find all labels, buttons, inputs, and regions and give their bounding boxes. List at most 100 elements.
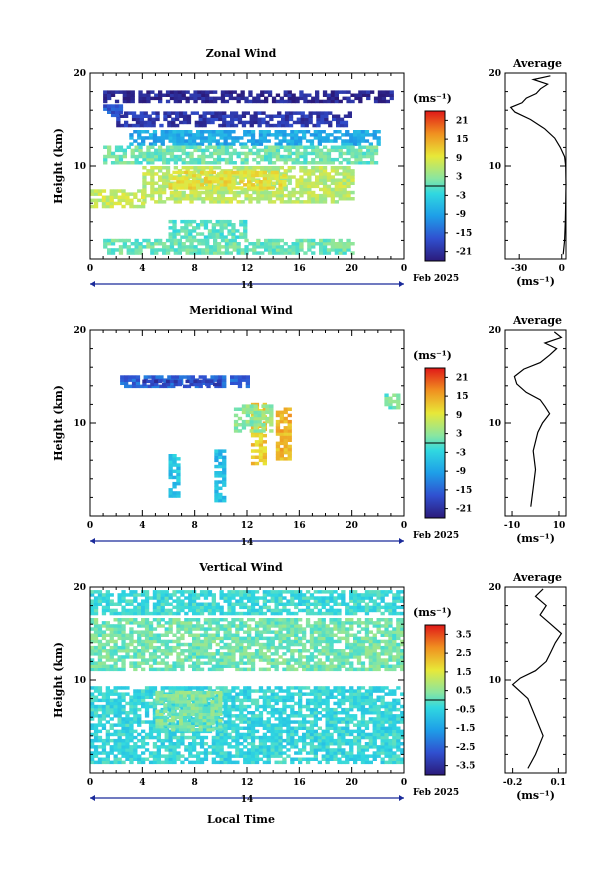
heatmap-cell-4 — [228, 145, 233, 149]
heatmap-cell-0 — [329, 658, 334, 662]
heatmap-cell-1 — [97, 602, 103, 606]
heatmap-cell-2 — [113, 754, 118, 758]
heatmap-cell-5 — [350, 178, 355, 182]
heatmap-cell-6 — [254, 170, 260, 175]
heatmap-cell-5 — [158, 193, 163, 198]
heatmap-cell-1 — [144, 605, 150, 610]
heatmap-cell-6 — [253, 413, 258, 418]
heatmap-cell-2 — [168, 738, 173, 743]
heatmap-cell-2 — [243, 757, 248, 761]
heatmap-cell-3 — [279, 438, 284, 442]
heatmap-cell-0 — [192, 667, 197, 672]
heatmap-cell-5 — [177, 193, 182, 198]
heatmap-cell-2 — [286, 723, 291, 727]
heatmap-cell-0 — [192, 652, 197, 656]
heatmap-cell-4 — [107, 151, 112, 156]
heatmap-cell-3 — [168, 139, 173, 143]
heatmap-cell-4 — [107, 145, 112, 149]
heatmap-cell-3 — [262, 136, 267, 140]
heatmap-cell-4 — [193, 157, 198, 162]
heatmap-cell-1 — [274, 593, 279, 597]
heatmap-cell-0 — [101, 649, 107, 653]
heatmap-cell-5 — [307, 193, 312, 198]
heatmap-cell-2 — [121, 738, 126, 743]
heatmap-cell-6 — [254, 186, 260, 190]
heatmap-cell-0 — [93, 649, 99, 653]
heatmap-cell-2 — [368, 738, 373, 743]
heatmap-cell-0 — [196, 621, 201, 625]
heatmap-cell-0 — [169, 90, 175, 94]
heatmap-cell-1 — [150, 382, 155, 387]
heatmap-cell-1 — [349, 599, 354, 603]
heatmap-cell-4 — [346, 151, 351, 156]
heatmap-cell-2 — [125, 742, 130, 746]
heatmap-cell-2 — [172, 748, 177, 752]
heatmap-cell-9 — [134, 238, 139, 243]
heatmap-cell-2 — [380, 760, 385, 765]
heatmap-cell-0 — [388, 645, 393, 650]
heatmap-cell-0 — [349, 661, 354, 665]
heatmap-cell-1 — [286, 590, 291, 594]
heatmap-cell-0 — [240, 96, 245, 101]
heatmap-cell-2 — [239, 735, 244, 740]
heatmap-cell-1 — [180, 593, 185, 597]
heatmap-cell-5 — [350, 169, 355, 173]
heatmap-cell-0 — [156, 636, 161, 641]
heatmap-cell-0 — [349, 618, 354, 622]
heatmap-cell-0 — [337, 661, 342, 665]
heatmap-cell-2 — [160, 729, 165, 734]
heatmap-cell-9 — [213, 248, 218, 252]
heatmap-cell-1 — [364, 605, 370, 610]
heatmap-cell-9 — [338, 248, 343, 252]
heatmap-cell-0 — [252, 96, 257, 101]
heatmap-cell-0 — [101, 661, 107, 665]
heatmap-cell-1 — [156, 611, 161, 616]
heatmap-cell-2 — [298, 720, 303, 724]
heatmap-cell-4 — [114, 145, 120, 149]
heatmap-cell-0 — [131, 375, 137, 379]
heatmap-cell-0 — [125, 618, 130, 622]
heatmap-cell-9 — [275, 242, 281, 246]
heatmap-cell-0 — [167, 375, 172, 379]
heatmap-cell-0 — [176, 621, 181, 625]
heatmap-cell-6 — [233, 407, 239, 411]
heatmap-cell-1 — [304, 123, 309, 128]
heatmap-cell-1 — [321, 590, 326, 594]
heatmap-cell-1 — [243, 593, 248, 597]
heatmap-cell-0 — [113, 633, 118, 637]
heatmap-cell-2 — [278, 748, 283, 752]
heatmap-cell-1 — [179, 111, 184, 115]
heatmap-cell-1 — [265, 114, 270, 118]
heatmap-cell-2 — [223, 729, 228, 734]
heatmap-cell-8 — [188, 223, 193, 227]
heatmap-cell-2 — [356, 729, 362, 734]
heatmap-cell-2 — [372, 751, 377, 755]
heatmap-cell-4 — [189, 154, 194, 159]
heatmap-cell-4 — [334, 157, 339, 162]
heatmap-cell-9 — [224, 238, 230, 243]
heatmap-cell-1 — [142, 382, 147, 387]
heatmap-cell-0 — [125, 642, 130, 647]
heatmap-cell-9 — [118, 238, 124, 243]
heatmap-cell-1 — [135, 120, 141, 125]
heatmap-cell-1 — [121, 593, 126, 597]
heatmap-cell-4 — [173, 154, 178, 159]
heatmap-cell-1 — [211, 611, 216, 616]
heatmap-cell-1 — [207, 611, 213, 616]
heatmap-cell-0 — [193, 99, 198, 104]
heatmap-cell-0 — [380, 630, 385, 634]
heatmap-cell-4 — [326, 151, 332, 156]
heatmap-cell-9 — [213, 238, 218, 243]
heatmap-cell-0 — [227, 652, 232, 656]
heatmap-cell-1 — [356, 593, 362, 597]
heatmap-cell-4 — [146, 161, 151, 165]
heatmap-cell-0 — [380, 639, 385, 644]
heatmap-cell-2 — [243, 760, 248, 765]
heatmap-cell-0 — [171, 381, 176, 385]
heatmap-cell-1 — [127, 123, 133, 128]
heatmap-cell-7 — [90, 198, 95, 203]
heatmap-cell-2 — [309, 751, 315, 755]
heatmap-cell-0 — [117, 633, 122, 637]
heatmap-cell-1 — [282, 590, 287, 594]
heatmap-cell-0 — [144, 633, 150, 637]
